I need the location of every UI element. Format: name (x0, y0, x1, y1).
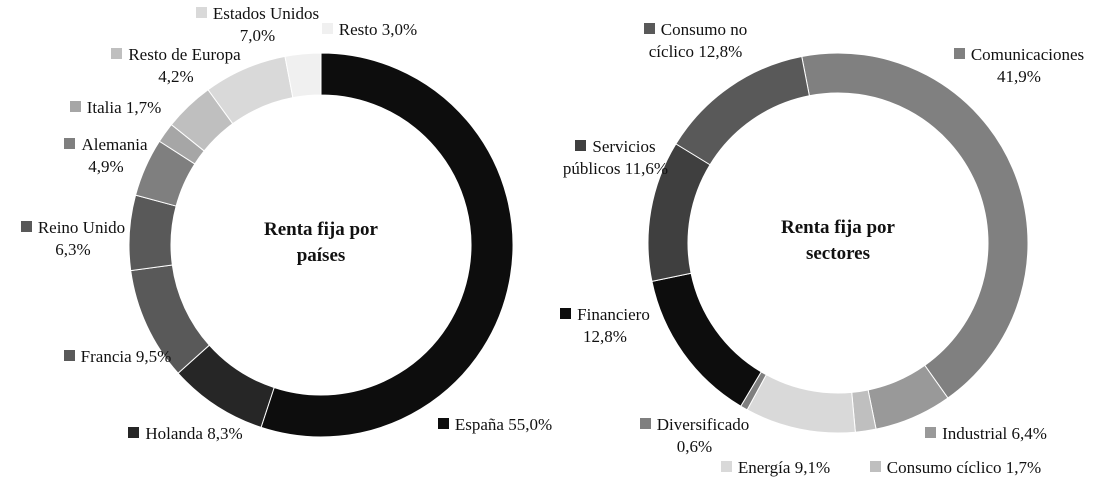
category-name: Industrial (942, 424, 1008, 443)
legend-marker (63, 350, 75, 361)
value-label: 12,8% (698, 42, 743, 61)
slice-label: Resto de Europa 4,2% (106, 44, 246, 88)
value-label: 1,7% (1005, 458, 1042, 477)
legend-marker (69, 101, 81, 112)
category-name: Consumo no cíclico (648, 20, 748, 61)
value-label: 6,4% (1011, 424, 1047, 443)
slice-label: España 55,0% (420, 414, 570, 436)
category-name: Alemania (81, 135, 148, 154)
slice-label: Resto 3,0% (312, 19, 427, 41)
slice-label: Reino Unido 6,3% (8, 217, 138, 261)
value-label: 0,6% (676, 437, 713, 456)
value-label: 9,5% (135, 347, 172, 366)
donut-slice (651, 272, 762, 407)
value-label: 4,9% (88, 157, 124, 176)
value-label: 12,8% (583, 327, 627, 346)
value-label: 4,2% (158, 67, 194, 86)
value-label: 41,9% (997, 67, 1041, 86)
legend-marker (575, 140, 587, 151)
legend-marker (925, 427, 937, 438)
category-name: Comunicaciones (970, 45, 1085, 64)
slice-label: Holanda 8,3% (113, 423, 258, 445)
legend-marker (64, 138, 76, 149)
slice-label: Consumo no cíclico 12,8% (628, 19, 763, 63)
legend-marker (128, 427, 140, 438)
donut-slice (284, 52, 322, 99)
donut-slice (260, 52, 514, 438)
category-name: Financiero (577, 305, 650, 324)
legend-marker (321, 23, 333, 34)
value-label: 8,3% (207, 424, 243, 443)
category-name: España (454, 415, 504, 434)
value-label: 6,3% (55, 240, 91, 259)
slice-label: Consumo cíclico 1,7% (848, 457, 1063, 479)
legend-marker (639, 418, 651, 429)
slice-label: Italia 1,7% (58, 97, 173, 119)
category-name: Servicios públicos (562, 137, 656, 178)
legend-marker (720, 461, 732, 472)
category-name: Consumo cíclico (886, 458, 1002, 477)
slice-label: Diversificado 0,6% (622, 414, 767, 458)
category-name: Holanda (145, 424, 203, 443)
value-label: 1,7% (125, 98, 162, 117)
slice-label: Financiero 12,8% (545, 304, 665, 348)
legend-marker (560, 308, 572, 319)
category-name: Francia (80, 347, 132, 366)
category-name: Estados Unidos (212, 4, 320, 23)
chart-title: Renta fija por sectores (781, 217, 895, 264)
category-name: Diversificado (656, 415, 750, 434)
value-label: 3,0% (381, 20, 418, 39)
chart-title: Renta fija por países (264, 219, 378, 266)
slice-label: Francia 9,5% (45, 346, 190, 368)
slice-label: Comunicaciones 41,9% (934, 44, 1104, 88)
slice-label: Servicios públicos 11,6% (553, 136, 678, 180)
category-name: Reino Unido (37, 218, 126, 237)
legend-marker (20, 221, 32, 232)
donut-slice (675, 55, 810, 166)
legend-marker (953, 48, 965, 59)
legend-marker (869, 461, 881, 472)
category-name: Resto de Europa (128, 45, 241, 64)
value-label: 7,0% (239, 26, 276, 45)
legend-marker (111, 48, 123, 59)
value-label: 11,6% (624, 159, 669, 178)
legend-marker (195, 7, 207, 18)
legend-marker (437, 418, 449, 429)
value-label: 55,0% (508, 415, 553, 434)
value-label: 9,1% (794, 458, 831, 477)
category-name: Resto (338, 20, 378, 39)
slice-label: Estados Unidos 7,0% (190, 3, 325, 47)
slice-label: Energía 9,1% (708, 457, 843, 479)
slice-label: Industrial 6,4% (896, 423, 1076, 445)
donut-slice (801, 52, 1029, 399)
category-name: Energía (737, 458, 791, 477)
slice-label: Alemania 4,9% (46, 134, 166, 178)
legend-marker (643, 23, 655, 34)
category-name: Italia (86, 98, 122, 117)
